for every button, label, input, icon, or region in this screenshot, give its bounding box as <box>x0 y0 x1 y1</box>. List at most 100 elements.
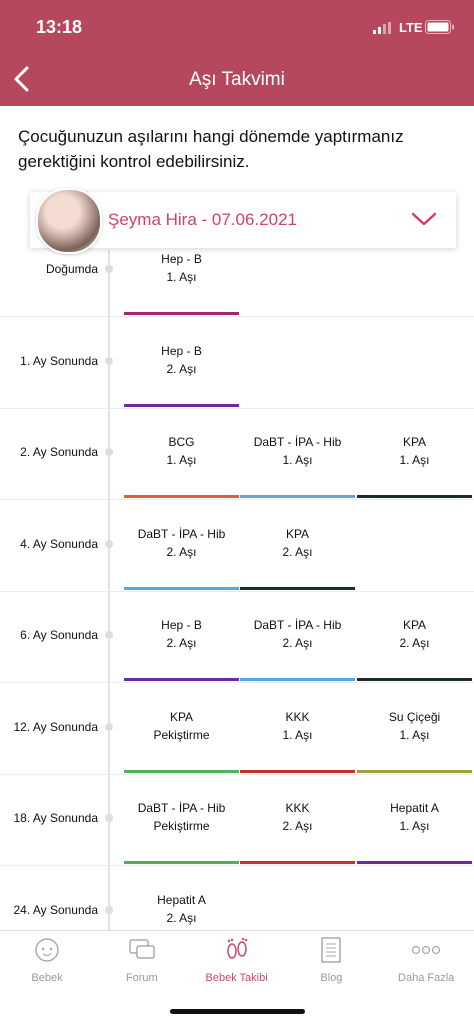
vaccine-underline <box>124 403 239 407</box>
vaccine-name: Hepatit A <box>390 801 439 815</box>
vaccine-name: KKK <box>285 709 310 724</box>
timeline-dot <box>105 905 113 914</box>
tab-label: Bebek Takibi <box>205 972 268 984</box>
vaccine-name: KPA <box>402 435 427 449</box>
vaccine-dose: 1. Aşı <box>166 453 197 467</box>
period-label: 2. Ay Sonunda <box>20 445 98 459</box>
vaccine-dose: 1. Aşı <box>282 727 313 742</box>
timeline-dot <box>105 814 113 822</box>
period-label: 6. Ay Sonunda <box>20 628 98 642</box>
vaccine-dose: Pekiştirme <box>153 727 210 742</box>
vaccine-cell[interactable]: KPA Pekiştirme <box>124 708 239 744</box>
vaccine-cell[interactable]: KPA 2. Aşı <box>240 525 355 561</box>
dropdown-chevron[interactable] <box>410 210 438 228</box>
vaccine-dose: 2. Aşı <box>166 636 197 650</box>
vaccine-underline <box>357 678 472 681</box>
period-label: Doğumda <box>45 262 98 276</box>
vaccine-dose: 2. Aşı <box>282 636 313 650</box>
tab-label: Daha Fazla <box>398 972 455 984</box>
vaccine-name: DaBT - İPA - Hib <box>137 526 226 541</box>
row-separator <box>0 865 474 866</box>
period-label: 1. Ay Sonunda <box>20 353 98 368</box>
tab-item[interactable]: Bebek <box>0 931 94 1001</box>
timeline-dot <box>105 631 113 639</box>
tab-label: Blog <box>320 972 343 984</box>
vaccine-underline <box>357 495 472 498</box>
vaccine-cell[interactable]: KKK 1. Aşı <box>240 708 355 744</box>
vaccine-dose: 1. Aşı <box>399 819 430 833</box>
vaccine-cell[interactable]: DaBT - İPA - Hib 2. Aşı <box>124 525 239 561</box>
vaccine-name: Hep - B <box>161 618 202 632</box>
vaccine-name: DaBT - İPA - Hib <box>253 435 342 449</box>
vaccine-underline <box>240 769 355 773</box>
vaccine-cell[interactable]: Su Çiçeği 1. Aşı <box>357 708 472 744</box>
intro-text: Çocuğunuzun aşılarını hangi dönemde yapt… <box>18 127 404 171</box>
status-time: 13:18 <box>36 17 83 37</box>
tab-label: Bebek <box>31 972 63 984</box>
tab-item[interactable]: Daha Fazla <box>379 931 473 1001</box>
vaccine-name: BCG <box>168 435 195 449</box>
vaccine-cell[interactable]: Hep - B 1. Aşı <box>124 250 239 286</box>
vaccine-dose: 2. Aşı <box>166 361 197 376</box>
vaccine-cell[interactable]: Hepatit A 2. Aşı <box>124 891 239 927</box>
vaccine-dose: 2. Aşı <box>282 544 313 559</box>
vaccine-underline <box>124 586 239 590</box>
tab-icon <box>35 938 59 962</box>
tab-label: Forum <box>125 972 158 984</box>
tab-item[interactable]: Forum <box>95 931 189 1001</box>
tab-item[interactable]: Bebek Takibi <box>190 931 284 1001</box>
vaccine-cell[interactable]: DaBT - İPA - Hib Pekiştirme <box>124 799 239 835</box>
vaccine-dose: 2. Aşı <box>399 636 430 650</box>
vaccine-dose: 2. Aşı <box>166 910 197 925</box>
vaccine-cell[interactable]: KKK 2. Aşı <box>240 799 355 835</box>
vaccine-name: Su Çiçeği <box>388 709 441 724</box>
vaccine-name: KPA <box>285 526 310 541</box>
timeline-dot <box>105 722 113 731</box>
period-label: 4. Ay Sonunda <box>20 536 98 551</box>
vaccine-underline <box>124 678 239 681</box>
home-indicator <box>170 1009 305 1014</box>
vaccine-name: Hepatit A <box>157 892 206 907</box>
tab-bar: Bebek Forum Bebek Takibi Blog Daha Fazla <box>0 930 474 1025</box>
row-separator <box>0 499 474 500</box>
vaccine-name: DaBT - İPA - Hib <box>137 801 226 815</box>
vaccine-dose: 1. Aşı <box>166 270 197 284</box>
vaccine-underline <box>357 861 472 864</box>
vaccine-cell[interactable]: Hep - B 2. Aşı <box>124 616 239 652</box>
back-button[interactable] <box>10 64 36 94</box>
tab-icon <box>321 937 342 963</box>
tab-item[interactable]: Blog <box>284 931 378 1001</box>
schedule-list: Doğumda Hep - B 1. Aşı 1. Ay Sonunda Hep - B… <box>0 250 474 958</box>
vaccine-name: Hep - B <box>161 343 202 358</box>
profile-name[interactable]: Şeyma Hira - 07.06.2021 <box>108 210 297 229</box>
vaccine-cell[interactable]: DaBT - İPA - Hib 2. Aşı <box>240 616 355 652</box>
vaccine-underline <box>240 586 355 590</box>
battery-icon <box>425 20 454 34</box>
timeline-dot <box>105 356 113 365</box>
period-label: 18. Ay Sonunda <box>13 811 98 825</box>
vaccine-name: KPA <box>402 618 427 632</box>
status-network: LTE <box>399 20 423 35</box>
vaccine-name: KKK <box>285 801 310 815</box>
vaccine-name: KPA <box>169 709 194 724</box>
timeline-dot <box>105 539 113 548</box>
row-separator <box>0 773 474 775</box>
vaccine-underline <box>240 861 355 864</box>
vaccine-underline <box>240 495 355 498</box>
timeline-dot <box>105 448 113 456</box>
vaccine-cell[interactable]: KPA 1. Aşı <box>357 433 472 469</box>
timeline <box>108 250 110 930</box>
vaccine-cell[interactable]: Hepatit A 1. Aşı <box>357 799 472 835</box>
vaccine-cell[interactable]: DaBT - İPA - Hib 1. Aşı <box>240 433 355 469</box>
header: 13:18 LTE Aşı Takvimi <box>0 0 474 106</box>
vaccine-cell[interactable]: KPA 2. Aşı <box>357 616 472 652</box>
row-separator <box>0 590 474 592</box>
vaccine-cell[interactable]: Hep - B 2. Aşı <box>124 342 239 378</box>
vaccine-underline <box>124 312 239 315</box>
vaccine-dose: 1. Aşı <box>282 453 313 467</box>
vaccine-cell[interactable]: BCG 1. Aşı <box>124 433 239 469</box>
row-separator <box>0 407 474 409</box>
vaccine-dose: 2. Aşı <box>166 544 197 559</box>
tab-icon <box>226 937 247 959</box>
